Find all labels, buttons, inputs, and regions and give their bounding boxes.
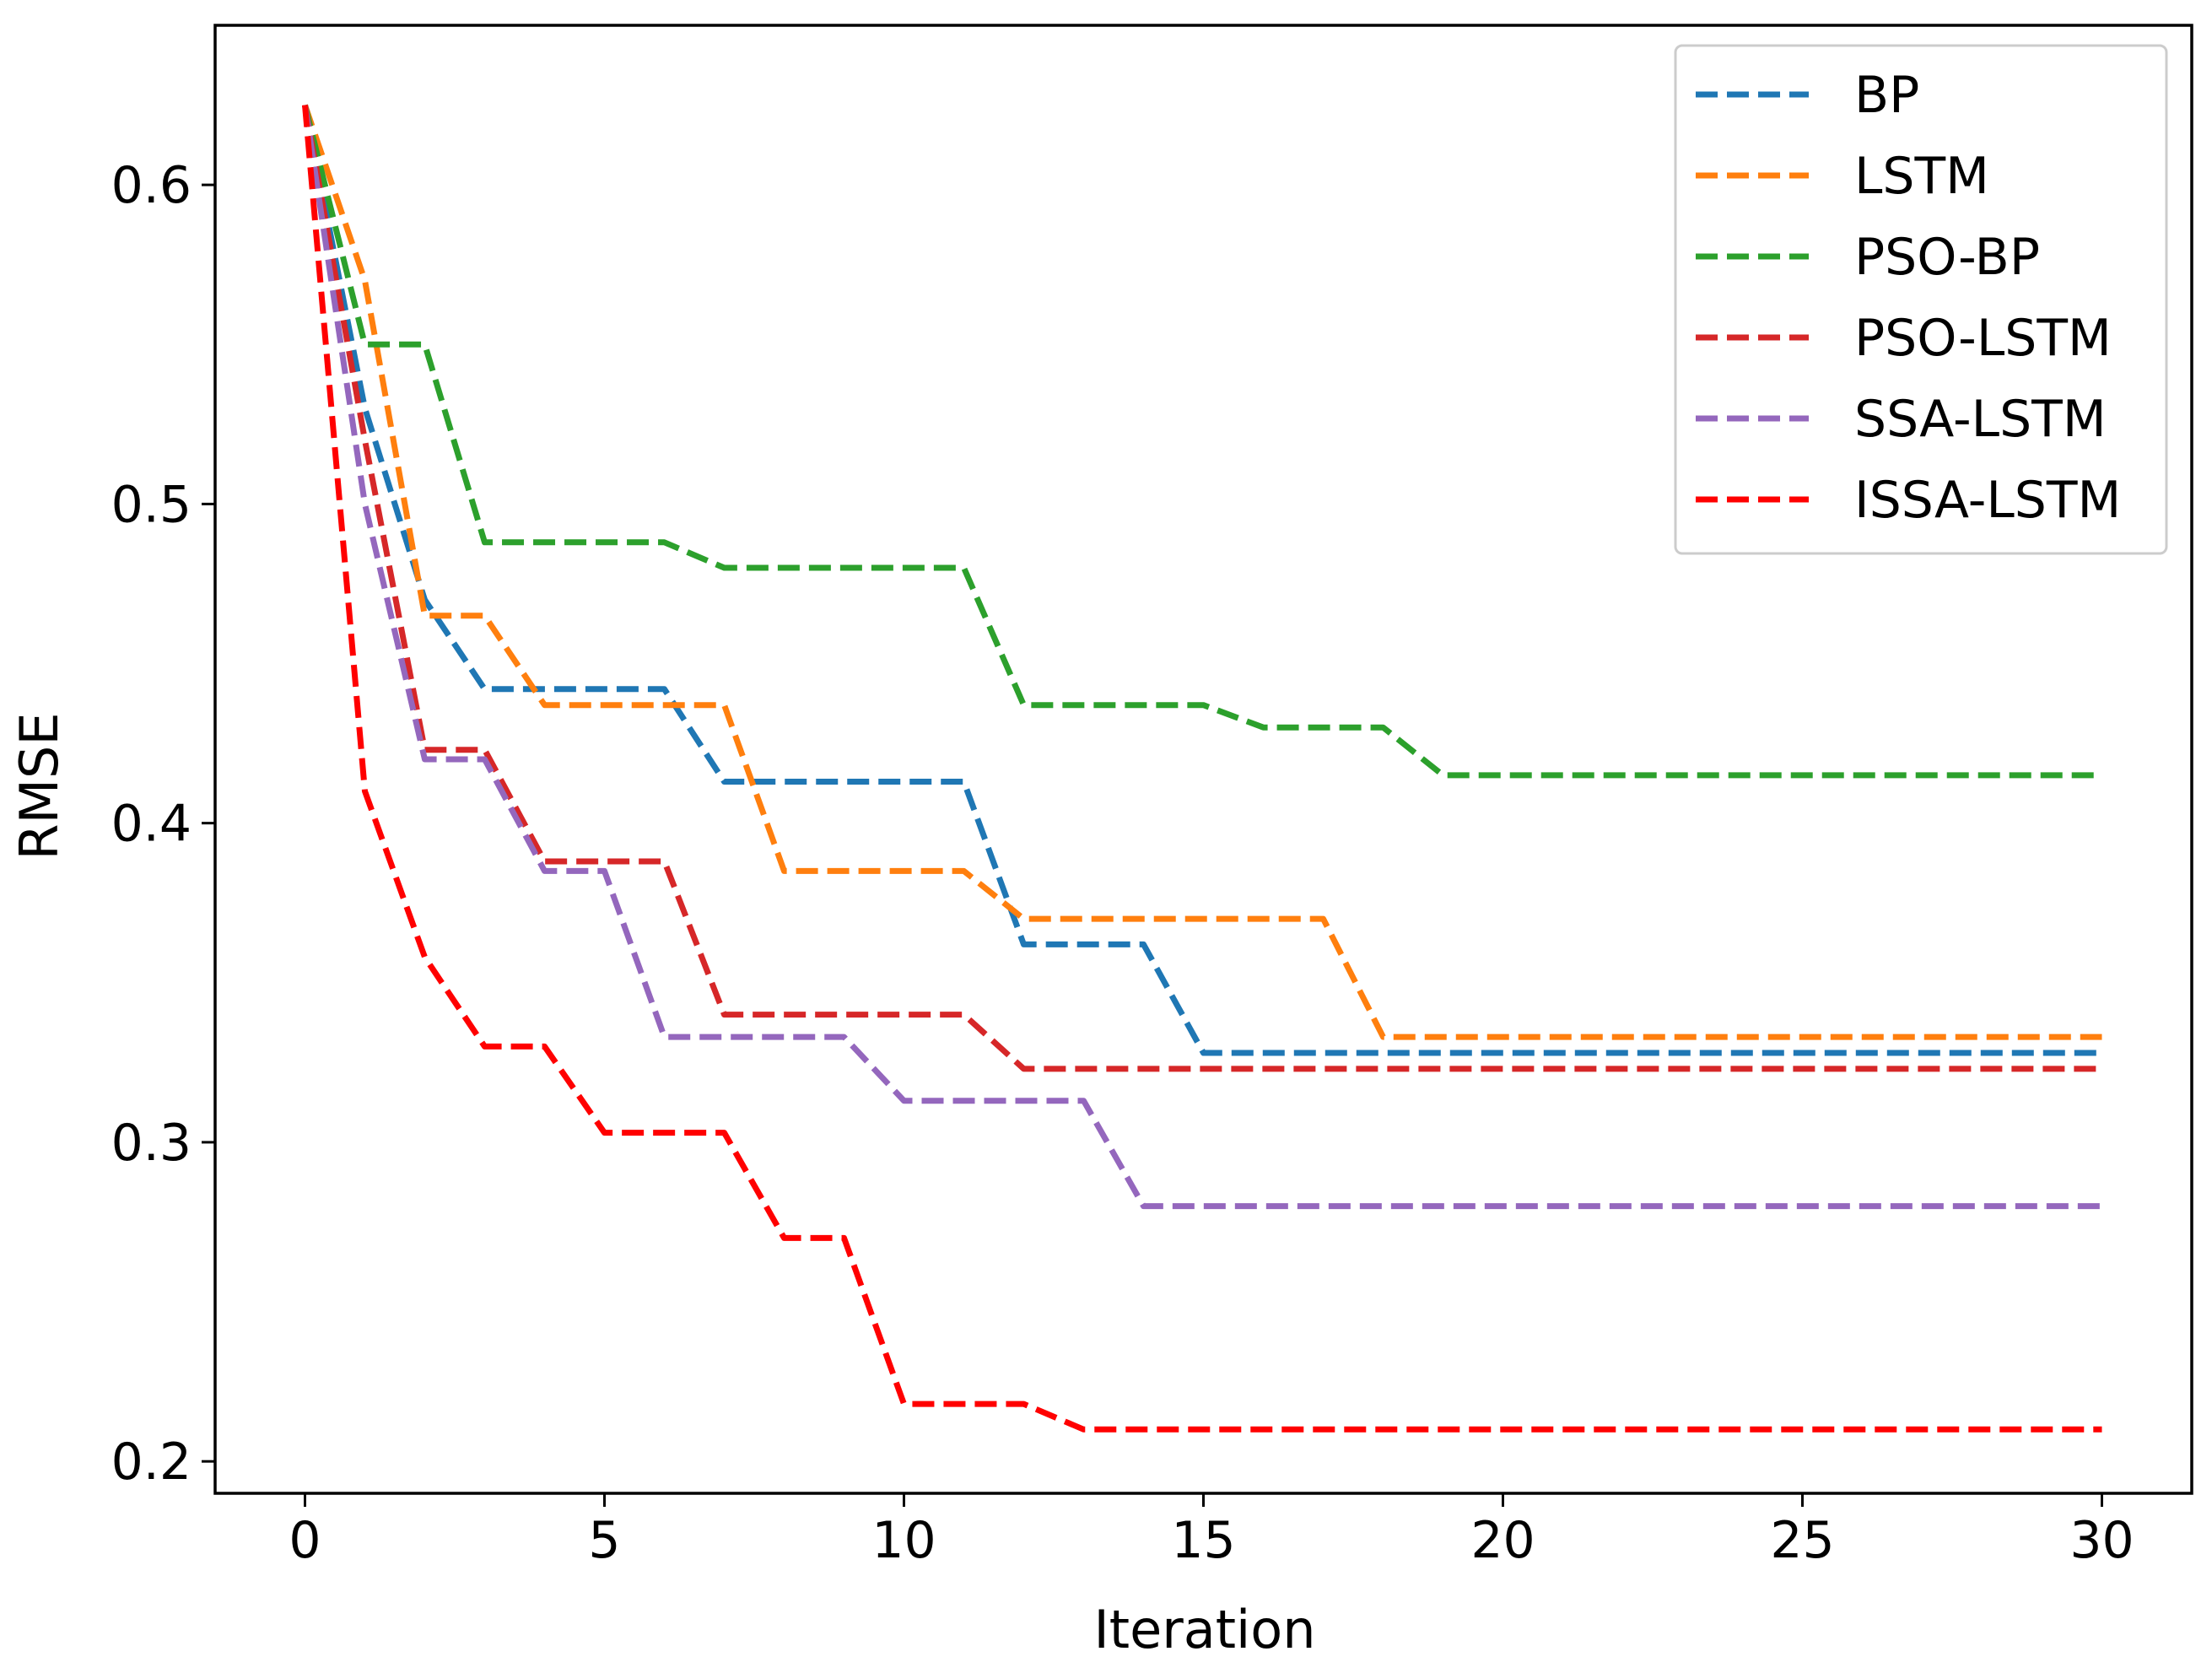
- y-tick-label: 0.6: [111, 156, 192, 215]
- x-tick-label: 30: [2069, 1511, 2134, 1570]
- series-line-pso-lstm: [302, 104, 2102, 1072]
- legend-label-issa-lstm: ISSA-LSTM: [1854, 471, 2121, 530]
- legend: BP LSTM PSO-BP PSO-LSTM SSA-LSTM ISSA-LSTM: [1674, 44, 2168, 555]
- y-axis-label: RMSE: [8, 712, 70, 860]
- series-line-issa-lstm: [302, 105, 2102, 1433]
- x-tick-label: 20: [1470, 1511, 1535, 1570]
- series-line-ssa-lstm: [302, 105, 2102, 1210]
- series-line-bp: [302, 104, 2102, 1056]
- x-tick-label: 10: [871, 1511, 936, 1570]
- axes-layer: 0 5 10 15 20 25 30 0.2 0.3 0.4 0.5 0.6: [111, 24, 2193, 1570]
- legend-label-pso-lstm: PSO-LSTM: [1854, 309, 2112, 368]
- legend-label-ssa-lstm: SSA-LSTM: [1854, 390, 2107, 449]
- x-tick-label: 15: [1171, 1511, 1235, 1570]
- y-tick-label: 0.2: [111, 1433, 192, 1492]
- x-tick-label: 0: [289, 1511, 321, 1570]
- legend-label-pso-bp: PSO-BP: [1854, 228, 2040, 287]
- series-line-lstm: [302, 104, 2102, 1040]
- y-tick-label: 0.5: [111, 475, 192, 534]
- y-tick-label: 0.3: [111, 1114, 192, 1173]
- series-line-pso-bp: [302, 104, 2102, 779]
- legend-label-bp: BP: [1854, 66, 1919, 125]
- x-tick-label: 25: [1770, 1511, 1834, 1570]
- x-tick-label: 5: [588, 1511, 620, 1570]
- y-tick-label: 0.4: [111, 795, 192, 854]
- x-axis-label: Iteration: [1094, 1599, 1316, 1660]
- legend-label-lstm: LSTM: [1854, 147, 1989, 206]
- series-layer: [302, 104, 2102, 1433]
